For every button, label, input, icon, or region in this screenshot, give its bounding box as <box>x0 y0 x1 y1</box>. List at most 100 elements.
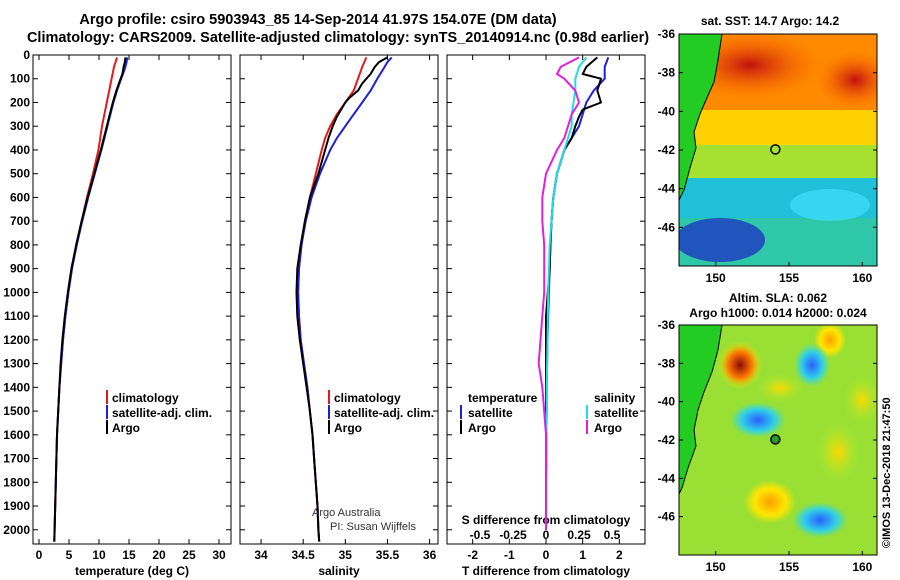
sst-cool-band <box>679 145 877 180</box>
lat-tick-label: -42 <box>658 143 676 157</box>
lon-tick-label: 150 <box>706 271 726 285</box>
legend-t-satellite: satellite <box>468 406 513 420</box>
title-line-2: Climatology: CARS2009. Satellite-adjuste… <box>27 30 649 46</box>
depth-tick-label: 1800 <box>3 475 30 489</box>
sla-yellow-south <box>744 480 796 524</box>
s-tick-label: 0.5 <box>604 528 621 542</box>
x-tick-label: 5 <box>66 548 73 562</box>
lat-tick-label: -44 <box>658 471 676 485</box>
lon-tick-label: 150 <box>706 560 726 574</box>
title-line-1: Argo profile: csiro 5903943_85 14-Sep-20… <box>79 12 556 28</box>
lat-tick-label: -42 <box>658 433 676 447</box>
sst-mid-band <box>679 110 877 150</box>
depth-tick-label: 800 <box>10 238 30 252</box>
series-climatology <box>53 57 118 542</box>
depth-tick-label: 900 <box>10 262 30 276</box>
legend-climatology: climatology <box>112 391 179 405</box>
sla-argo-location-marker <box>770 434 781 445</box>
depth-tick-label: 1600 <box>3 428 30 442</box>
legend-temperature-head: temperature <box>468 391 538 405</box>
depth-tick-label: 1400 <box>3 380 30 394</box>
lat-tick-label: -38 <box>658 356 676 370</box>
legend-argo: Argo <box>334 421 362 435</box>
lon-tick-label: 160 <box>852 271 872 285</box>
sst-cold-pool <box>679 218 765 262</box>
sla-low-2 <box>794 343 830 387</box>
salinity-panel: 34 34.5 35 35.5 36 salinity <box>239 54 439 578</box>
x-tick-label: -2 <box>467 548 478 562</box>
sla-yellow-center <box>756 374 804 402</box>
x-tick-label: 15 <box>122 548 136 562</box>
x-tick-label: 10 <box>92 548 106 562</box>
depth-tick-label: 1900 <box>3 499 30 513</box>
x-tick-label: 2 <box>616 548 623 562</box>
lon-tick-label: 155 <box>779 560 799 574</box>
sla-low-south <box>792 502 848 538</box>
temperature-panel: 0100200300400500600700800900100011001200… <box>3 48 232 578</box>
x-tick-label: 1 <box>579 548 586 562</box>
depth-tick-label: 200 <box>10 95 30 109</box>
s-tick-label: -0.25 <box>499 528 527 542</box>
lat-tick-label: -36 <box>658 318 676 332</box>
series-t-satellite <box>545 57 610 530</box>
depth-tick-label: 1000 <box>3 285 30 299</box>
s-tick-label: 0.25 <box>567 528 591 542</box>
legend-satellite: satellite-adj. clim. <box>334 406 434 420</box>
depth-tick-label: 300 <box>10 119 30 133</box>
depth-tick-label: 2000 <box>3 523 30 537</box>
difference-xlabel: T difference from climatology <box>462 564 630 578</box>
x-tick-label: 0 <box>543 548 550 562</box>
sst-land <box>679 34 722 200</box>
depth-tick-label: 1200 <box>3 333 30 347</box>
sla-yellow-east <box>816 422 860 482</box>
x-tick-label: 30 <box>212 548 226 562</box>
temperature-plot-frame <box>32 54 232 545</box>
sst-coastline <box>679 34 723 201</box>
x-tick-label: 34.5 <box>292 548 316 562</box>
series-t-argo <box>545 56 602 530</box>
depth-tick-label: 400 <box>10 143 30 157</box>
series-satellite-adj-clim- <box>53 57 129 542</box>
lat-tick-label: -40 <box>658 395 676 409</box>
sst-cyan-patch <box>790 189 870 221</box>
series-argo <box>295 56 388 542</box>
depth-tick-label: 1500 <box>3 404 30 418</box>
sla-coastline <box>679 325 723 495</box>
salinity-legend: climatology satellite-adj. clim. Argo Ar… <box>312 390 434 533</box>
x-tick-label: 35 <box>339 548 353 562</box>
x-tick-label: 0 <box>36 548 43 562</box>
sla-map-subtitle: Argo h1000: 0.014 h2000: 0.024 <box>689 306 867 320</box>
sla-high-core <box>718 341 762 389</box>
lon-tick-label: 155 <box>779 271 799 285</box>
depth-tick-label: 100 <box>10 72 30 86</box>
sla-map-title: Altim. SLA: 0.062 <box>729 291 827 305</box>
sst-map-title: sat. SST: 14.7 Argo: 14.2 <box>701 14 840 28</box>
sst-warm-core-east <box>815 50 877 110</box>
sla-yellow-ne <box>844 376 877 424</box>
difference-legend: temperature satellite Argo salinity sate… <box>460 391 639 435</box>
depth-tick-label: 1100 <box>4 309 30 323</box>
lat-tick-label: -46 <box>658 220 676 234</box>
temperature-legend: climatology satellite-adj. clim. Argo <box>106 390 212 435</box>
sla-low-1 <box>730 402 786 438</box>
x-tick-label: 36 <box>423 548 437 562</box>
legend-s-satellite: satellite <box>594 406 639 420</box>
depth-tick-label: 600 <box>10 190 30 204</box>
sst-argo-location-marker <box>770 144 781 155</box>
s-tick-label: 0 <box>543 528 550 542</box>
sst-axes: -36 -38 -40 -42 -44 -46 150 155 160 <box>658 27 877 285</box>
series-s-argo <box>537 56 580 530</box>
legend-satellite: satellite-adj. clim. <box>112 406 212 420</box>
lat-tick-label: -36 <box>658 27 676 41</box>
depth-tick-label: 500 <box>10 167 30 181</box>
x-tick-label: 35.5 <box>376 548 400 562</box>
depth-tick-label: 0 <box>23 48 30 62</box>
series-s-satellite <box>545 56 588 530</box>
lon-tick-label: 160 <box>852 560 872 574</box>
salinity-plot-frame <box>239 54 439 545</box>
lat-tick-label: -38 <box>658 66 676 80</box>
legend-climatology: climatology <box>334 391 401 405</box>
series-satellite-adj-clim- <box>297 56 393 542</box>
